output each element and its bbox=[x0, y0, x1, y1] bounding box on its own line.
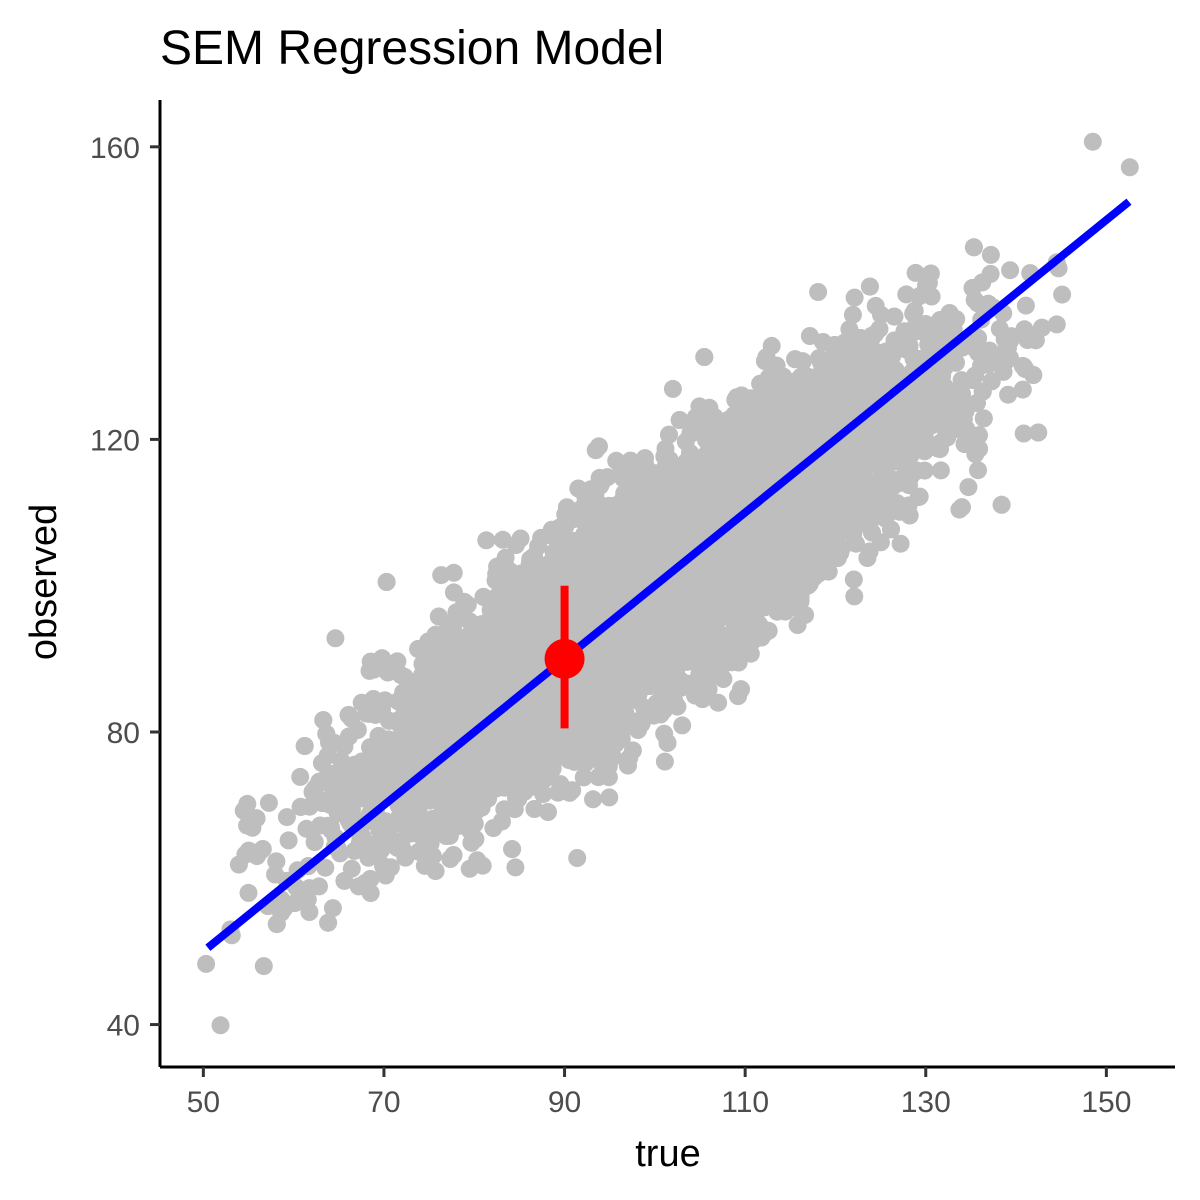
scatter-point bbox=[866, 296, 885, 315]
scatter-point bbox=[506, 858, 525, 877]
chart-title: SEM Regression Model bbox=[160, 22, 664, 75]
scatter-point bbox=[574, 768, 593, 787]
scatter-point bbox=[539, 803, 557, 821]
scatter-points bbox=[197, 132, 1139, 1035]
scatter-point bbox=[891, 534, 910, 553]
scatter-point bbox=[999, 385, 1018, 404]
scatter-point bbox=[279, 831, 298, 850]
scatter-point bbox=[584, 790, 602, 809]
scatter-point bbox=[297, 819, 316, 838]
scatter-point bbox=[1047, 315, 1066, 334]
scatter-point bbox=[316, 858, 335, 877]
scatter-point bbox=[809, 283, 828, 301]
scatter-point bbox=[291, 767, 310, 786]
scatter-point bbox=[673, 716, 692, 735]
scatter-point bbox=[600, 788, 619, 807]
scatter-point bbox=[655, 752, 674, 771]
scatter-point bbox=[323, 899, 342, 918]
scatter-point bbox=[1014, 424, 1033, 443]
scatter-point bbox=[477, 531, 496, 550]
scatter-point bbox=[969, 461, 987, 480]
scatter-point bbox=[866, 324, 885, 343]
scatter-point bbox=[1001, 261, 1020, 280]
scatter-point bbox=[568, 849, 587, 867]
scatter-point bbox=[788, 616, 807, 634]
scatter-point bbox=[981, 245, 1000, 264]
scatter-point bbox=[259, 793, 278, 812]
scatter-point bbox=[931, 461, 950, 480]
